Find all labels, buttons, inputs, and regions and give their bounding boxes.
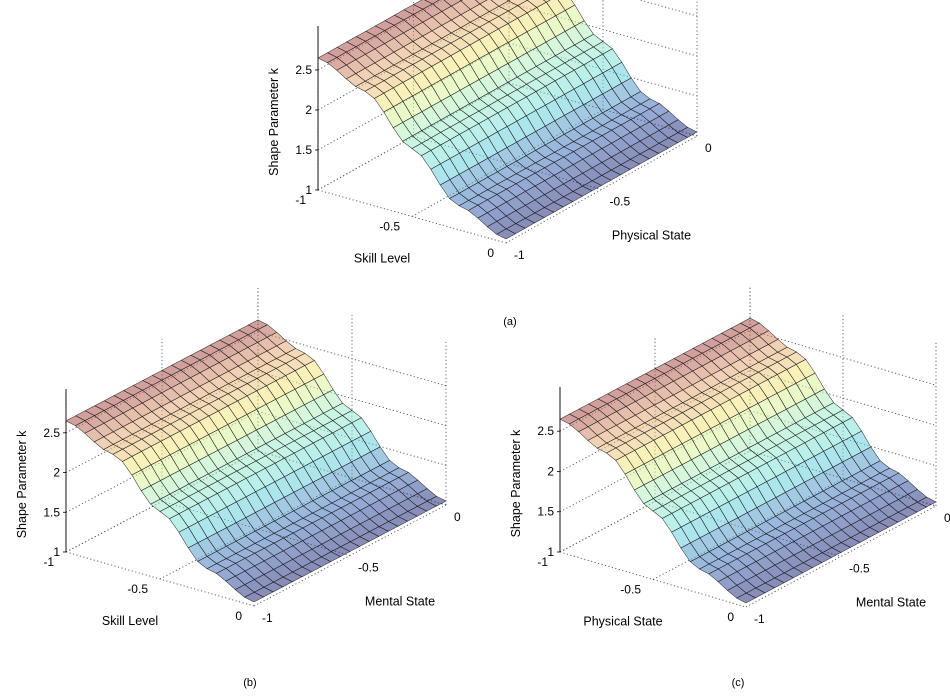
- z-tick-label: 1.5: [295, 143, 312, 157]
- z-tick-label: 1.5: [537, 505, 554, 519]
- surface-mesh: [317, 0, 698, 240]
- x-tick-label: -0.5: [379, 220, 400, 234]
- x-tick-label: 0: [727, 610, 734, 624]
- x-tick-labels: -1 -0.5 0: [295, 193, 494, 260]
- x-tick-label: 0: [235, 609, 242, 623]
- y-tick-label: 0: [454, 510, 461, 524]
- surface-cell: [496, 228, 517, 240]
- z-tick-label: 1: [53, 545, 60, 559]
- y-axis-label: Mental State: [365, 595, 435, 609]
- surface-cell: [243, 591, 265, 603]
- z-tick-label: 2.5: [295, 63, 312, 77]
- z-tick-label: 2: [305, 103, 312, 117]
- z-axis-label: Shape Parameter k: [267, 67, 281, 175]
- surface-mesh: [65, 319, 447, 603]
- y-tick-label: -1: [262, 611, 273, 625]
- y-tick-label: -0.5: [610, 195, 631, 209]
- x-tick-label: -0.5: [127, 582, 148, 596]
- surface-plot-b: 1 1.5 2 2.5 -1 -0.5 0 -1 -0.5 0 Shape Parameter k S…: [15, 288, 461, 689]
- x-tick-label: -1: [537, 555, 548, 569]
- y-tick-label: -1: [754, 612, 765, 626]
- panel-caption: (c): [732, 677, 745, 689]
- z-axis-label: Shape Parameter k: [15, 430, 29, 538]
- y-tick-label: 0: [944, 511, 950, 525]
- y-tick-label: 0: [705, 141, 712, 155]
- y-tick-labels: -1 -0.5 0: [754, 511, 950, 626]
- z-tick-label: 2: [547, 464, 554, 478]
- x-tick-labels: -1 -0.5 0: [537, 555, 734, 624]
- y-tick-labels: -1 -0.5 0: [514, 141, 712, 262]
- x-tick-labels: -1 -0.5 0: [43, 555, 242, 623]
- x-tick-label: -1: [295, 193, 306, 207]
- y-tick-labels: -1 -0.5 0: [262, 510, 461, 625]
- z-tick-label: 2.5: [43, 426, 60, 440]
- panel-caption: (b): [243, 677, 256, 689]
- panel-caption: (a): [503, 316, 516, 328]
- x-tick-label: -1: [43, 555, 54, 569]
- surface-mesh: [559, 317, 937, 604]
- z-tick-labels: 1 1.5 2 2.5: [295, 63, 318, 197]
- x-tick-label: -0.5: [620, 583, 641, 597]
- surface-plot-c: 1 1.5 2 2.5 -1 -0.5 0 -1 -0.5 0 Shape Parameter k P…: [509, 285, 950, 689]
- z-tick-labels: 1 1.5 2 2.5: [43, 426, 66, 559]
- z-tick-label: 1: [305, 183, 312, 197]
- x-axis-label: Skill Level: [354, 252, 410, 266]
- y-axis-label: Mental State: [856, 596, 926, 610]
- z-tick-labels: 1 1.5 2 2.5: [537, 424, 560, 559]
- x-axis-label: Skill Level: [102, 614, 158, 628]
- surface-plot-a: 1 1.5 2 2.5 -1 -0.5 0 -1 -0.5 0 Shape Parameter k S…: [267, 0, 712, 328]
- z-tick-label: 1.5: [43, 505, 60, 519]
- y-tick-label: -1: [514, 248, 525, 262]
- x-axis-label: Physical State: [583, 615, 662, 629]
- y-tick-label: -0.5: [358, 561, 379, 575]
- surface-cell: [736, 592, 757, 604]
- z-tick-label: 2.5: [537, 424, 554, 438]
- z-axis-label: Shape Parameter k: [509, 429, 523, 537]
- x-tick-label: 0: [487, 246, 494, 260]
- z-tick-label: 2: [53, 466, 60, 480]
- y-tick-label: -0.5: [849, 562, 870, 576]
- y-axis-label: Physical State: [612, 229, 691, 243]
- surface-cell: [542, 0, 551, 3]
- z-tick-label: 1: [547, 545, 554, 559]
